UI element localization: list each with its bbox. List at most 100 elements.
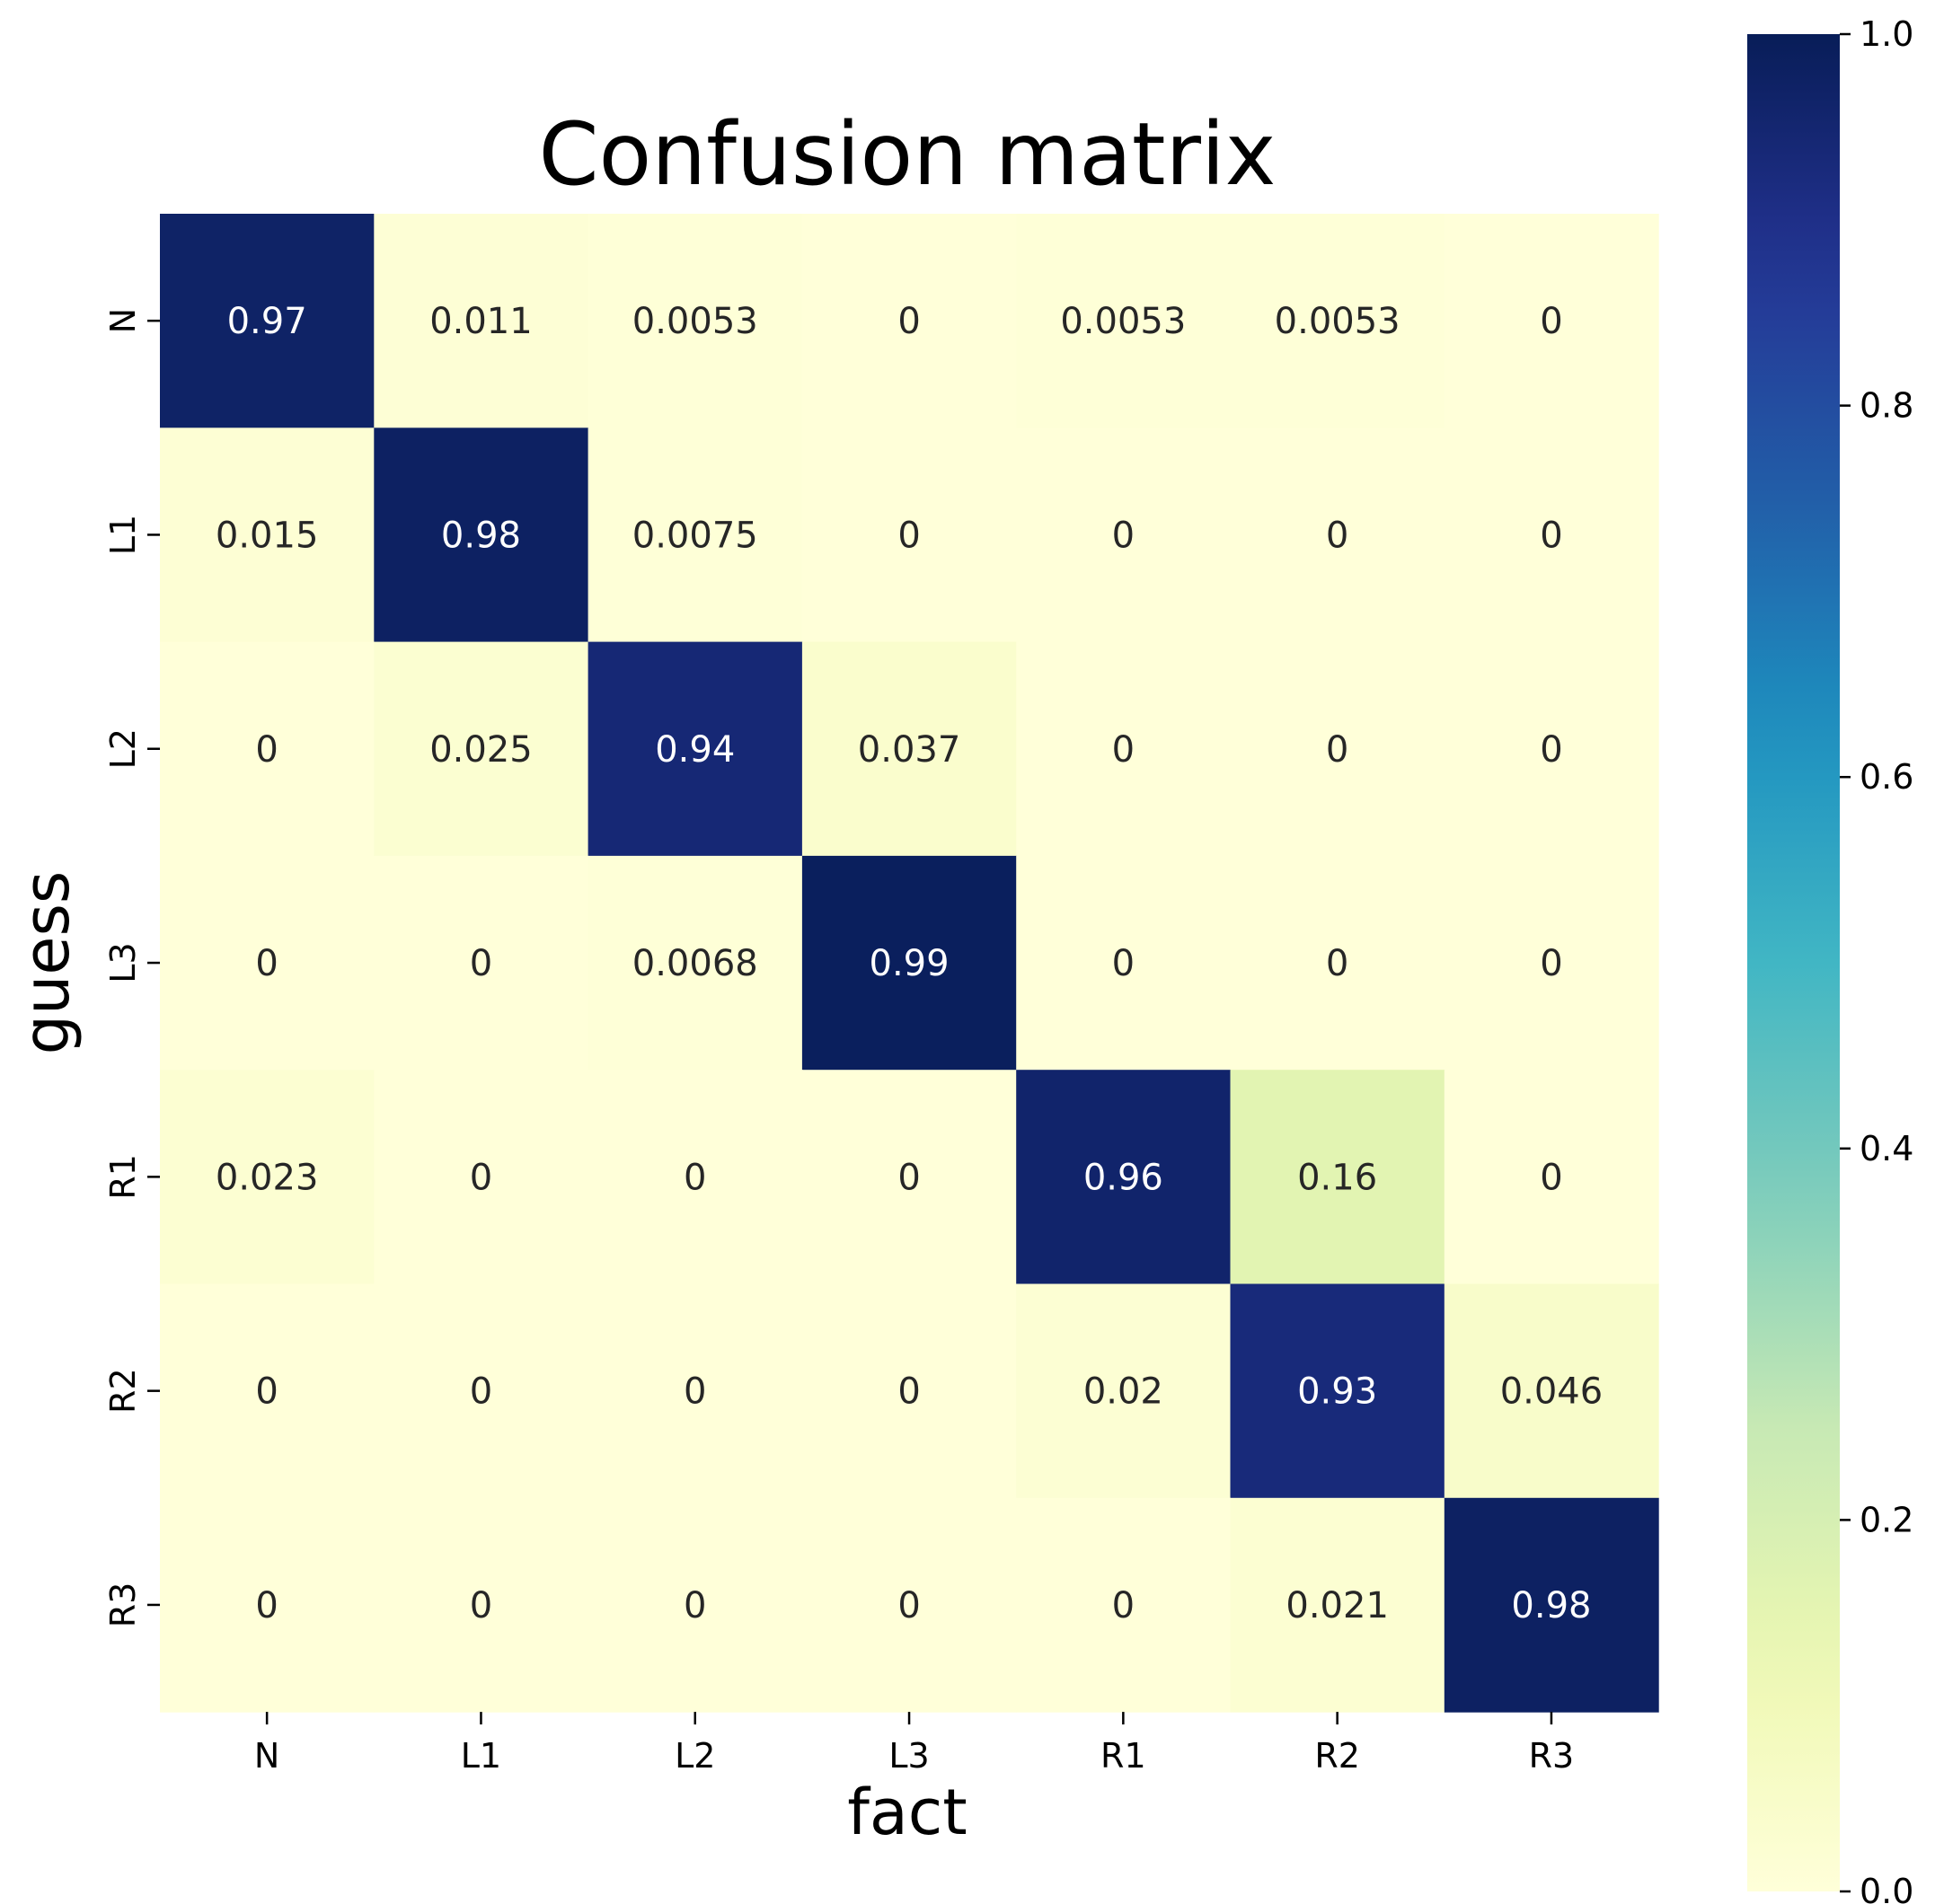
heatmap-cell [801,855,1017,1071]
heatmap-cell [801,214,1017,428]
heatmap-cell [1016,641,1232,857]
cell-value-label: 0 [897,515,920,556]
heatmap-cell [160,428,375,643]
colorbar-tick-label: 1.0 [1860,14,1913,54]
y-tick-label: L1 [103,515,143,555]
heatmap-cell [1444,1497,1659,1713]
cell-value-label: 0 [1540,729,1562,771]
heatmap-cell [374,428,589,643]
cell-value-label: 0.0075 [632,515,758,556]
heatmap-cell [588,641,803,857]
cell-value-label: 0 [470,943,492,984]
heatmap-cell [1444,641,1659,857]
heatmap-cell [1444,1283,1659,1499]
cell-value-label: 0.011 [429,301,533,342]
y-tick-label: R2 [103,1368,143,1414]
heatmap-cell [1444,855,1659,1071]
cell-value-label: 0.93 [1297,1371,1377,1413]
heatmap-cell [588,1283,803,1499]
colorbar: 0.0 0.2 0.4 0.6 0.8 1.0 [1747,14,1913,1904]
heatmap-cell [160,1497,375,1713]
cell-value-label: 0 [897,1157,920,1198]
cell-value-label: 0 [684,1585,706,1626]
colorbar-tick-label: 0.8 [1860,386,1913,426]
cell-value-label: 0 [1540,1157,1562,1198]
y-tick-label: L3 [103,942,143,983]
heatmap-cell [1016,1283,1232,1499]
x-tick-label: R2 [1314,1736,1360,1776]
x-tick-label: R1 [1100,1736,1146,1776]
cell-value-label: 0.0053 [1060,301,1186,342]
heatmap-cell [374,214,589,428]
heatmap-cell [1016,428,1232,643]
x-tick-label: R3 [1529,1736,1575,1776]
x-axis-label: fact [847,1776,967,1849]
heatmap-cell [801,641,1017,857]
cell-value-label: 0.99 [870,943,950,984]
heatmap-cell [588,1070,803,1285]
cell-value-label: 0.98 [1511,1585,1591,1626]
cell-value-label: 0 [470,1371,492,1413]
heatmap-cell [1230,214,1445,428]
heatmap-cell [1230,1497,1445,1713]
heatmap-cell [588,214,803,428]
cell-value-label: 0.037 [858,729,961,771]
colorbar-tick-label: 0.6 [1860,757,1913,797]
heatmap-cell [1230,1283,1445,1499]
heatmap-cell [374,641,589,857]
heatmap-cell [160,641,375,857]
cell-value-label: 0.98 [441,515,521,556]
cell-value-label: 0 [470,1585,492,1626]
heatmap-cell [1230,428,1445,643]
cell-value-label: 0 [255,1371,278,1413]
colorbar-tick-label: 0.2 [1860,1500,1913,1539]
heatmap-cell [588,1497,803,1713]
heatmap-cell [160,1070,375,1285]
y-tick-label: R3 [103,1582,143,1628]
cell-value-label: 0 [1540,515,1562,556]
cell-value-label: 0 [1112,943,1135,984]
cell-value-label: 0 [255,1585,278,1626]
heatmap-cell [1230,1070,1445,1285]
heatmap-cell [588,855,803,1071]
heatmap-cell [1444,428,1659,643]
cell-value-label: 0 [684,1157,706,1198]
x-tick-label: L2 [675,1736,715,1776]
heatmap-cell [801,1070,1017,1285]
x-tick-label: L3 [888,1736,929,1776]
cell-value-label: 0.0053 [1275,301,1400,342]
heatmap-cell [588,428,803,643]
y-axis-ticks: N L1 L2 L3 R1 R2 R3 [103,308,160,1627]
cell-value-label: 0.025 [429,729,533,771]
heatmap-cell [1230,641,1445,857]
heatmap-cell [374,1497,589,1713]
cell-value-label: 0.046 [1500,1371,1604,1413]
heatmap-cell [374,1070,589,1285]
chart-title: Confusion matrix [539,104,1277,205]
heatmap-cell [1444,1070,1659,1285]
cell-value-label: 0 [1326,943,1348,984]
cell-value-label: 0.021 [1286,1585,1389,1626]
y-axis-label: guess [10,871,84,1055]
heatmap-cell [1016,855,1232,1071]
heatmap-cell [1016,1070,1232,1285]
heatmap-cell [1230,855,1445,1071]
cell-value-label: 0 [897,1585,920,1626]
y-tick-label: R1 [103,1154,143,1200]
cell-value-label: 0 [1326,729,1348,771]
heatmap-cell [160,214,375,428]
heatmap-cell [160,1283,375,1499]
cell-value-label: 0.96 [1083,1157,1163,1198]
cell-value-label: 0.0053 [632,301,758,342]
x-axis-ticks: N L1 L2 L3 R1 R2 R3 [254,1712,1574,1776]
heatmap-cell [801,428,1017,643]
cell-value-label: 0.015 [216,515,319,556]
heatmap-cell [1444,214,1659,428]
cell-value-label: 0 [255,729,278,771]
heatmap-cell [801,1283,1017,1499]
cell-value-label: 0 [1112,515,1135,556]
cell-value-label: 0.02 [1083,1371,1163,1413]
cell-value-label: 0 [470,1157,492,1198]
x-tick-label: N [254,1736,279,1776]
heatmap-cell [1016,1497,1232,1713]
